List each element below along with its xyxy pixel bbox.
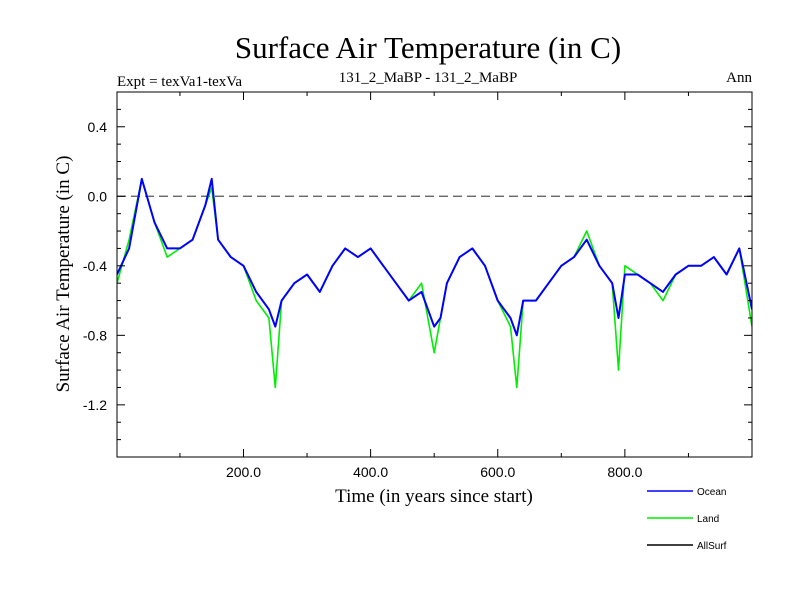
y-tick-label: -1.2 [83, 397, 107, 413]
x-tick-label: 200.0 [226, 464, 261, 480]
y-tick-label: -0.8 [83, 327, 107, 343]
y-tick-label: 0.4 [88, 119, 108, 135]
chart-title: Surface Air Temperature (in C) [235, 30, 621, 65]
legend-label-land: Land [697, 514, 719, 525]
x-axis-label: Time (in years since start) [335, 486, 533, 507]
y-tick-label: 0.0 [88, 188, 108, 204]
series-line-land [117, 178, 752, 389]
x-tick-label: 800.0 [607, 464, 642, 480]
legend: Ocean Land AllSurf [647, 487, 727, 552]
series-line-ocean [117, 177, 752, 337]
legend-label-allsurf: AllSurf [697, 541, 727, 552]
subtitle-center: 131_2_MaBP - 131_2_MaBP [339, 70, 518, 86]
subtitle-right: Ann [726, 70, 752, 86]
legend-label-ocean: Ocean [697, 487, 726, 498]
x-tick-label: 400.0 [353, 464, 388, 480]
x-tick-label: 600.0 [480, 464, 515, 480]
y-tick-label: -0.4 [83, 258, 107, 274]
subtitle-left: Expt = texVa1-texVa [117, 74, 242, 90]
plot-frame [116, 91, 753, 458]
y-axis-label: Surface Air Temperature (in C) [53, 156, 74, 393]
